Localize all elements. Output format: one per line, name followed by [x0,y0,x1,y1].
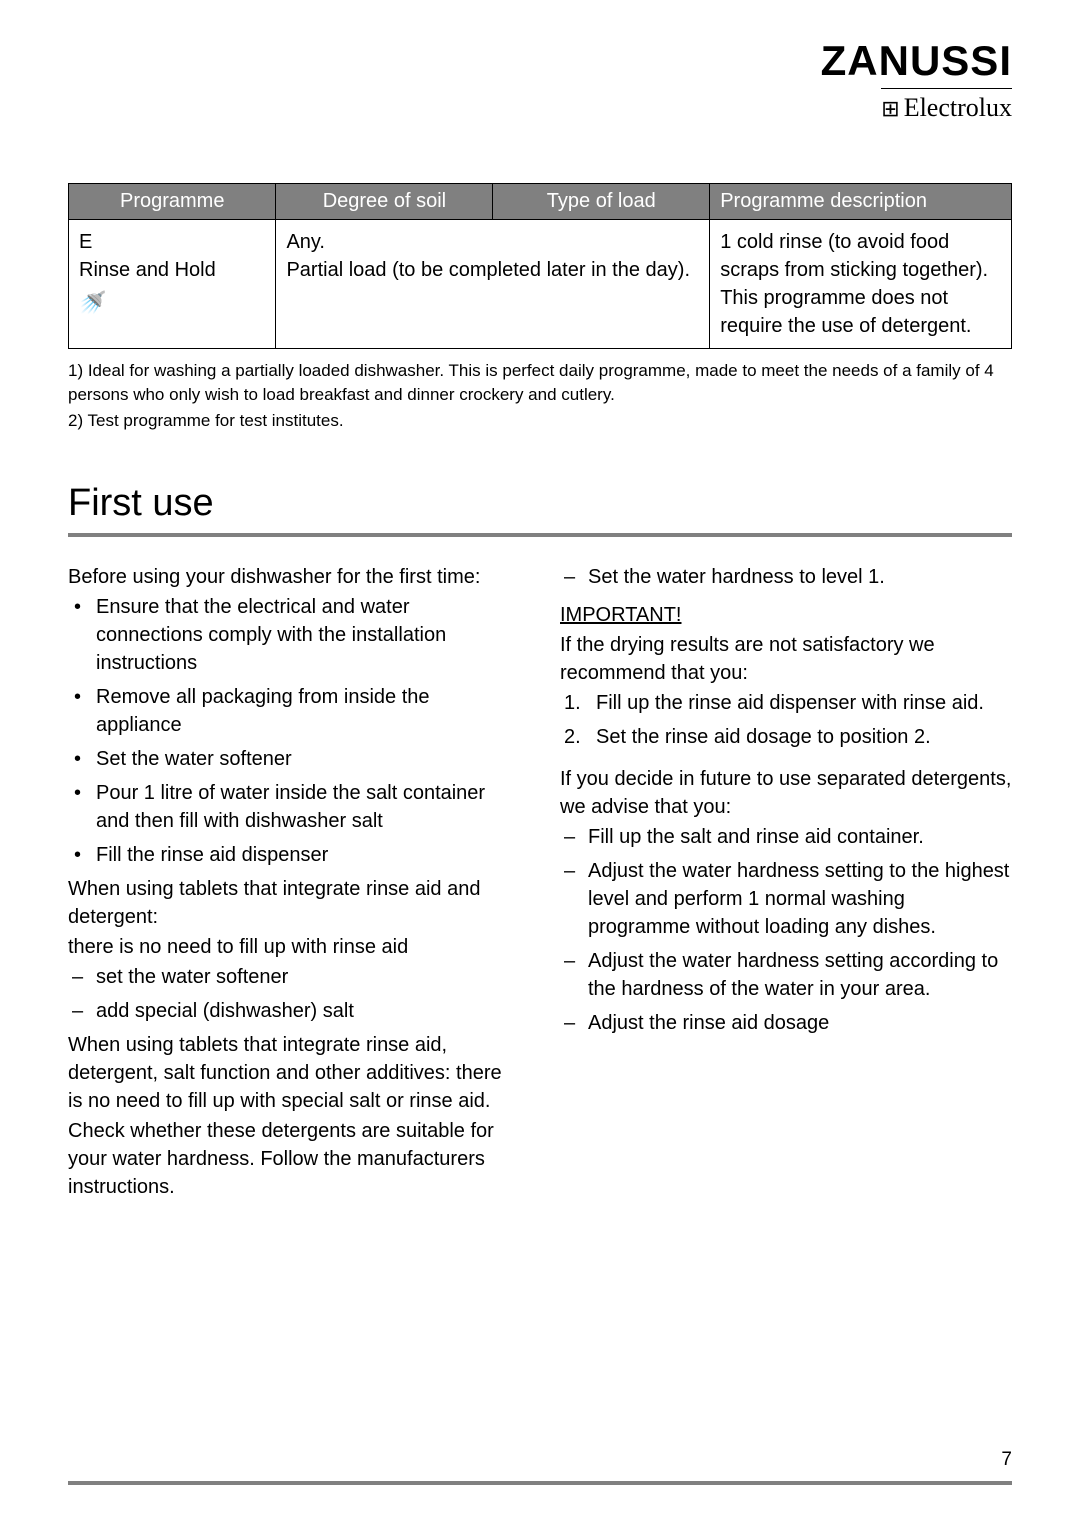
header-logos: ZANUSSI ⊞Electrolux [68,40,1012,123]
list-item: Set the water softener [68,745,520,773]
important-text: If the drying results are not satisfacto… [560,631,1012,687]
section-title: First use [68,482,1012,525]
brand-sub-text: Electrolux [904,93,1012,122]
list-item: Adjust the water hardness setting accord… [560,947,1012,1003]
list-item: Ensure that the electrical and water con… [68,593,520,677]
th-degree: Degree of soil [276,184,493,220]
tablets-para-4: Check whether these detergents are suita… [68,1117,520,1201]
list-item: Fill up the rinse aid dispenser with rin… [560,689,1012,717]
dash-top: Set the water hardness to level 1. [560,563,1012,591]
list-item: add special (dishwasher) salt [68,997,520,1025]
th-load: Type of load [493,184,710,220]
list-item: Remove all packaging from inside the app… [68,683,520,739]
electrolux-icon: ⊞ [881,96,899,121]
list-item: Fill up the salt and rinse aid container… [560,823,1012,851]
td-description: 1 cold rinse (to avoid food scraps from … [710,220,1012,349]
list-item: Adjust the water hardness setting to the… [560,857,1012,941]
page-number: 7 [1001,1449,1012,1471]
programme-name: Rinse and Hold [79,256,265,284]
list-item: Set the water hardness to level 1. [560,563,1012,591]
th-programme: Programme [69,184,276,220]
tablets-para-1: When using tablets that integrate rinse … [68,875,520,931]
content-columns: Before using your dishwasher for the fir… [68,563,1012,1203]
dash-list-2: Fill up the salt and rinse aid container… [560,823,1012,1037]
numbered-list: Fill up the rinse aid dispenser with rin… [560,689,1012,751]
rinse-hold-icon: 🚿 [79,288,265,319]
future-para: If you decide in future to use separated… [560,765,1012,821]
footnotes: 1) Ideal for washing a partially loaded … [68,359,1012,432]
bottom-rule [68,1481,1012,1485]
list-item: Pour 1 litre of water inside the salt co… [68,779,520,835]
first-use-bullets: Ensure that the electrical and water con… [68,593,520,869]
td-programme: E Rinse and Hold 🚿 [69,220,276,349]
list-item: set the water softener [68,963,520,991]
td-degree-load: Any. Partial load (to be completed later… [276,220,710,349]
list-item: Fill the rinse aid dispenser [68,841,520,869]
footnote-1: 1) Ideal for washing a partially loaded … [68,359,1012,407]
table-row: E Rinse and Hold 🚿 Any. Partial load (to… [69,220,1012,349]
footnote-1-text: 1) Ideal for washing a partially loaded … [68,361,994,404]
footnote-2: 2) Test programme for test institutes. [68,409,1012,433]
title-underline [68,533,1012,537]
left-column: Before using your dishwasher for the fir… [68,563,520,1203]
important-label: IMPORTANT! [560,601,1012,629]
tablets-para-3: When using tablets that integrate rinse … [68,1031,520,1115]
programme-table: Programme Degree of soil Type of load Pr… [68,183,1012,349]
tablets-para-2: there is no need to fill up with rinse a… [68,933,520,961]
brand-logo-main: ZANUSSI [68,40,1012,82]
programme-letter: E [79,228,265,256]
dash-list-1: set the water softener add special (dish… [68,963,520,1025]
list-item: Adjust the rinse aid dosage [560,1009,1012,1037]
th-description: Programme description [710,184,1012,220]
right-column: Set the water hardness to level 1. IMPOR… [560,563,1012,1203]
intro-text: Before using your dishwasher for the fir… [68,563,520,591]
brand-logo-sub: ⊞Electrolux [881,88,1012,123]
list-item: Set the rinse aid dosage to position 2. [560,723,1012,751]
